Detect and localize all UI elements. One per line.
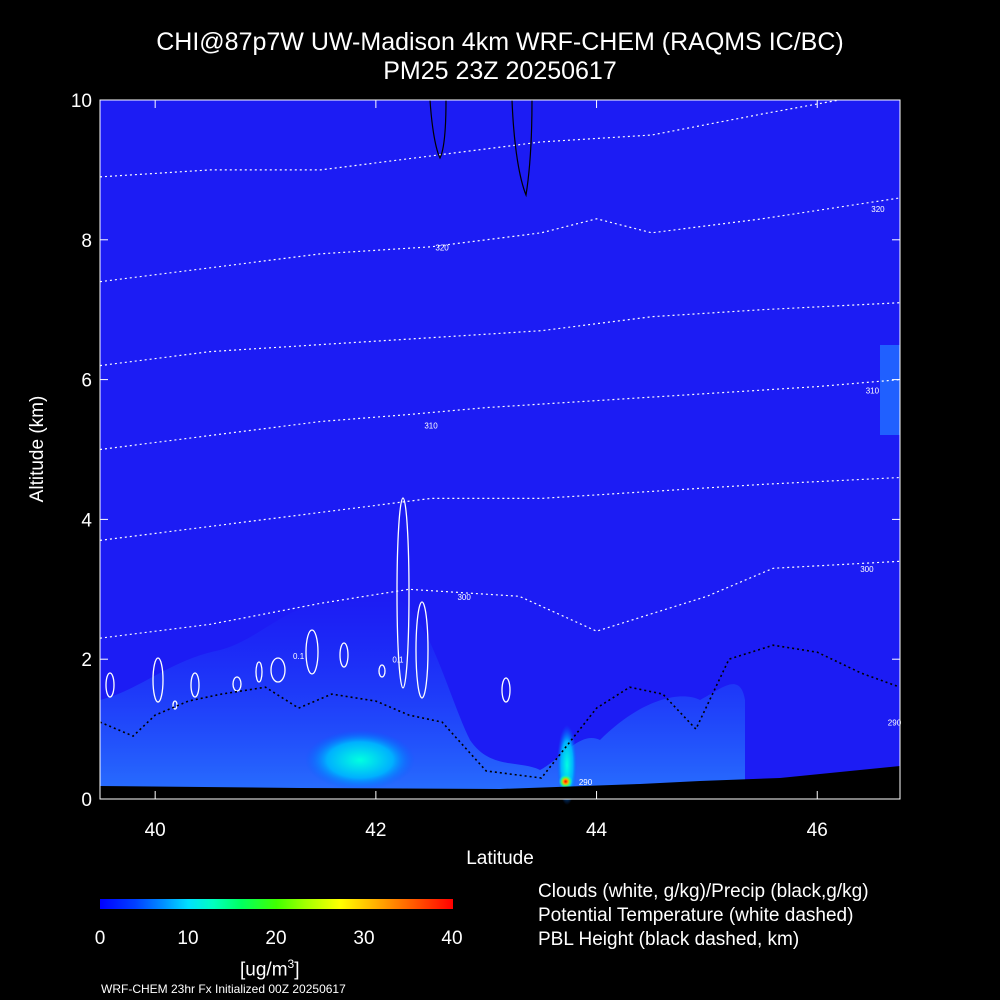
cloud-contour-5: [270, 657, 286, 683]
contour-label-3: 310: [866, 387, 880, 396]
cloud-contour-10: [415, 601, 429, 699]
y-tick-label-2: 4: [81, 510, 92, 531]
x-tick-label-2: 44: [586, 820, 608, 841]
cloud-contour-1: [152, 657, 164, 703]
cloud-contour-4: [255, 661, 263, 683]
cloud-contour-0: [105, 672, 115, 698]
colorbar-tick-4: 40: [441, 928, 463, 949]
contour-label-5: 300: [860, 565, 874, 574]
precip-contour-0: [429, 99, 447, 160]
contour-label-8: 0.1: [293, 652, 305, 661]
contour-label-7: 290: [888, 719, 902, 728]
chart-title: CHI@87p7W UW-Madison 4km WRF-CHEM (RAQMS…: [156, 28, 844, 56]
y-tick-label-1: 2: [81, 650, 92, 671]
contour-label-1: 320: [871, 205, 885, 214]
chart-subtitle: PM25 23Z 20250617: [383, 57, 617, 85]
pm25-hotspot: [558, 774, 573, 789]
potential-temperature-line-0: [99, 560, 901, 639]
pm25-cyan-patch: [305, 730, 415, 790]
colorbar-tick-3: 30: [353, 928, 375, 949]
x-tick-label-0: 40: [145, 820, 166, 841]
cloud-contour-3: [232, 676, 242, 692]
colorbar-tick-2: 20: [265, 928, 287, 949]
contour-label-0: 320: [435, 243, 449, 252]
potential-temperature-contours: [99, 99, 901, 639]
y-tick-label-4: 8: [81, 231, 92, 252]
x-tick-label-1: 42: [365, 820, 386, 841]
y-axis-ticks: 0 2 4 6 8 10: [71, 91, 900, 811]
contour-label-2: 310: [424, 422, 438, 431]
y-tick-label-0: 0: [81, 790, 92, 811]
cloud-contour-2: [190, 672, 200, 698]
contour-label-6: 290: [579, 778, 593, 787]
colorbar-unit: [ug/m3]: [240, 957, 300, 981]
cloud-contours: [105, 99, 533, 710]
legend-pbl-height: PBL Height (black dashed, km): [538, 929, 800, 950]
terrain: [100, 766, 900, 799]
terrain-fill: [100, 766, 900, 799]
cloud-contour-6: [305, 629, 319, 675]
colorbar: [100, 899, 453, 909]
contour-label-4: 300: [457, 593, 471, 602]
x-axis-ticks: 40 42 44 46: [145, 100, 828, 841]
legend-clouds-precip: Clouds (white, g/kg)/Precip (black,g/kg): [538, 881, 869, 902]
cloud-contour-7: [339, 642, 349, 668]
legend-potential-temperature: Potential Temperature (white dashed): [538, 905, 854, 926]
cloud-contour-12: [172, 700, 178, 710]
pm25-upper-patch: [880, 345, 900, 435]
potential-temperature-line-3: [99, 302, 901, 367]
x-axis-label: Latitude: [466, 848, 534, 869]
contour-label-9: 0.1: [392, 656, 404, 665]
colorbar-tick-1: 10: [177, 928, 199, 949]
precip-contour-1: [511, 99, 533, 198]
contour-labels: 320 320 310 310 300 300 290 290 0.1 0.1: [293, 205, 902, 787]
x-tick-label-3: 46: [807, 820, 828, 841]
cloud-contour-9: [396, 497, 410, 689]
footer-note: WRF-CHEM 23hr Fx Initialized 00Z 2025061…: [101, 982, 346, 996]
cloud-contour-11: [501, 677, 511, 703]
y-axis-label: Altitude (km): [27, 395, 48, 503]
y-tick-label-3: 6: [81, 371, 92, 392]
potential-temperature-line-1: [99, 476, 901, 541]
plot-frame: [99, 99, 901, 800]
y-tick-label-5: 10: [71, 91, 92, 112]
colorbar-tick-0: 0: [94, 928, 106, 949]
cloud-contour-8: [378, 664, 386, 678]
